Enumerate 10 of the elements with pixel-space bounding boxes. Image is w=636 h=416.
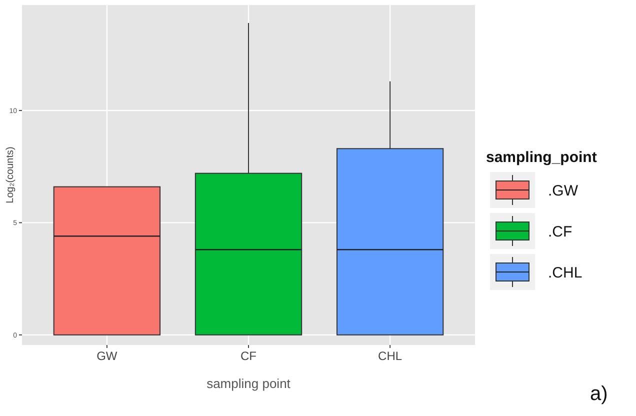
legend-title: sampling_point <box>486 149 597 166</box>
x-tick-label: CHL <box>378 349 402 363</box>
text: a) <box>590 383 608 405</box>
y-axis-title: Log₂(counts) <box>5 146 16 204</box>
x-tick-label: CF <box>240 349 256 363</box>
x-axis-title: sampling point <box>206 376 291 391</box>
legend-label: .GW <box>548 182 579 200</box>
legend-label: .CF <box>548 223 572 240</box>
x-tick-label: GW <box>96 349 118 363</box>
legend-label: .CHL <box>548 264 582 282</box>
